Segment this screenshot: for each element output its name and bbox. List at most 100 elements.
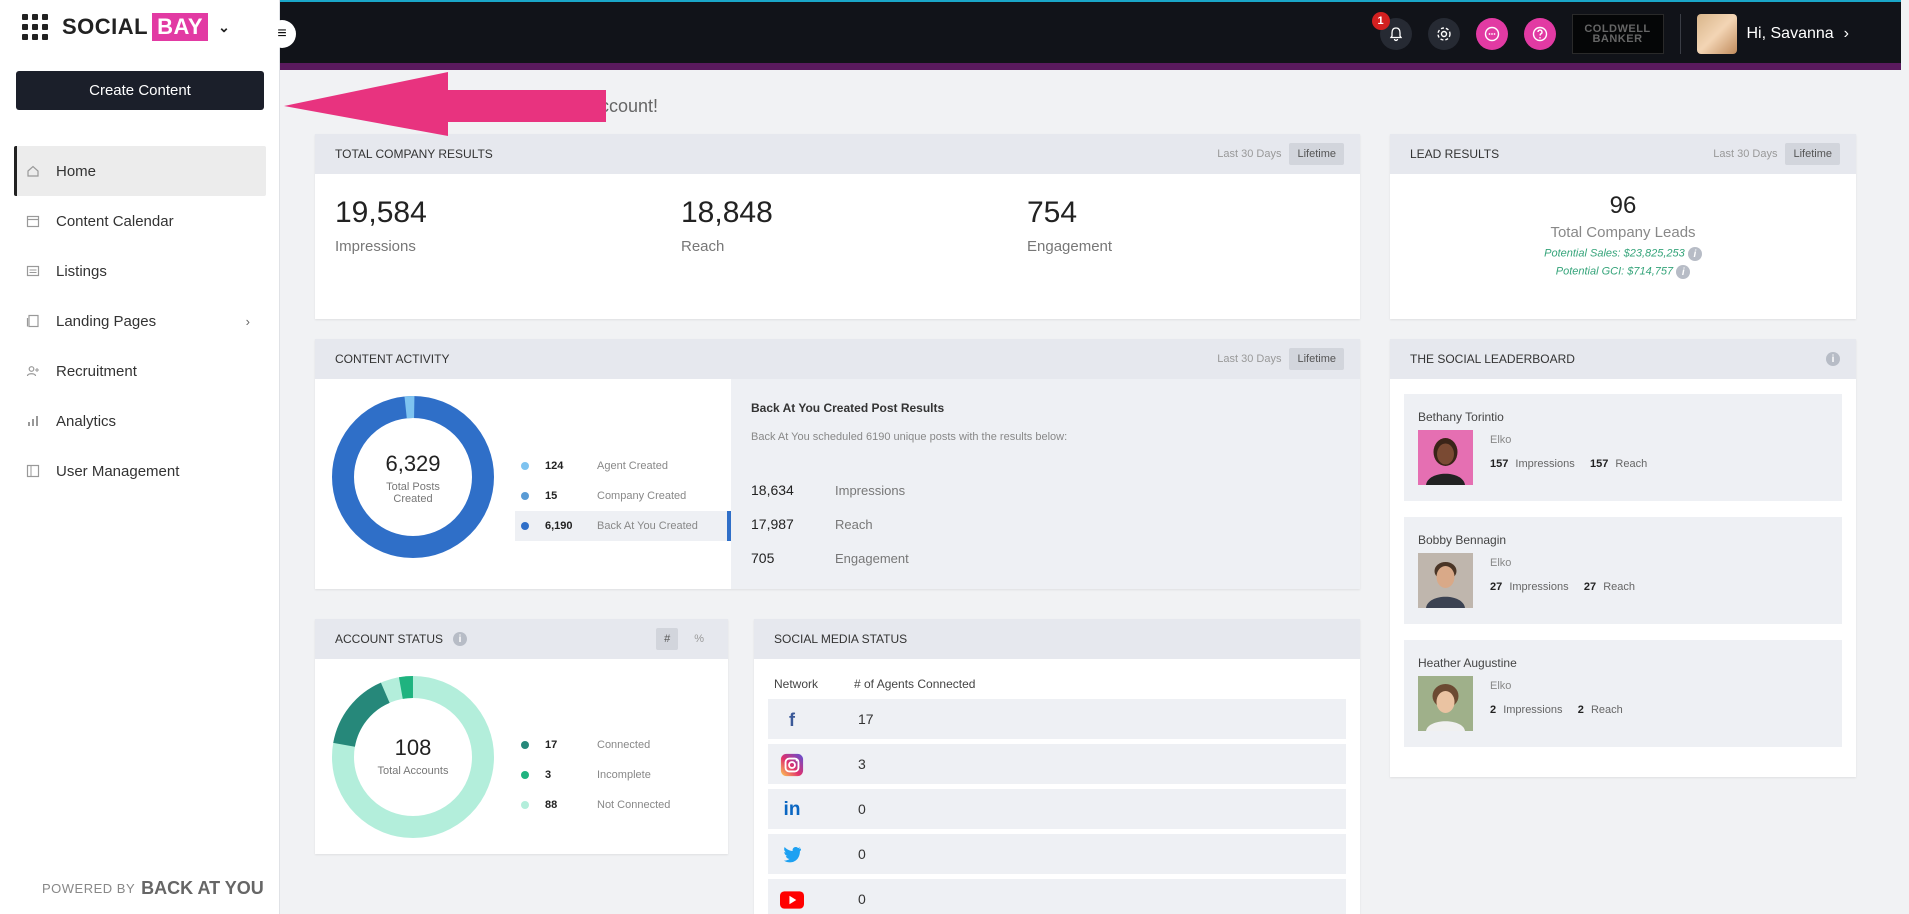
card-header: SOCIAL MEDIA STATUS [754, 619, 1360, 659]
app-grid-icon[interactable] [22, 14, 48, 40]
potential-gci-text: Potential GCI: $714,757 [1555, 265, 1674, 278]
sidebar-nav: Home Content Calendar Listings Landing P… [14, 146, 266, 496]
notifications-button[interactable]: 1 [1371, 12, 1412, 50]
agent-photo [1418, 430, 1473, 485]
question-icon [1532, 26, 1547, 42]
collapse-menu-icon: ≡ [277, 25, 287, 42]
users-icon [26, 464, 40, 478]
accounts-donut-chart [332, 676, 494, 838]
potential-gci: Potential GCI: $714,757 i [1390, 265, 1856, 279]
stat-value: 754 [1027, 196, 1078, 229]
annotation-arrow [284, 72, 606, 136]
donut-center: 108 Total Accounts [331, 735, 495, 777]
bay-results-panel: Back At You Created Post Results Back At… [731, 379, 1360, 589]
sidebar-item-label: Content Calendar [56, 212, 174, 230]
sidebar-item-home[interactable]: Home [14, 146, 266, 196]
agent-office: Elko [1490, 680, 1512, 692]
agent-stats: 27 Impressions 27 Reach [1490, 581, 1635, 593]
social-table: f 17 3 in 0 0 0 [768, 699, 1346, 914]
agents-connected-count: 0 [858, 846, 866, 862]
app-logo[interactable]: SOCIAL BAY ⌄ [62, 13, 230, 41]
range-30-days[interactable]: Last 30 Days [1217, 148, 1282, 160]
gear-icon [1436, 27, 1451, 41]
info-icon[interactable]: i [453, 632, 468, 646]
range-30-days[interactable]: Last 30 Days [1217, 353, 1282, 365]
bay-stat-row: 17,987 Reach [751, 507, 909, 541]
settings-button[interactable] [1427, 18, 1460, 50]
range-30-days[interactable]: Last 30 Days [1713, 148, 1778, 160]
range-lifetime[interactable]: Lifetime [1785, 143, 1840, 165]
donut-segment-agent [332, 396, 494, 558]
page-scrollbar[interactable] [1901, 0, 1909, 914]
legend-value: 6,190 [545, 520, 573, 532]
bay-stat-list: 18,634 Impressions 17,987 Reach 705 Enga… [751, 473, 909, 575]
agent-reach-value: 2 [1577, 704, 1584, 716]
card-title: SOCIAL MEDIA STATUS [774, 632, 908, 646]
range-lifetime[interactable]: Lifetime [1289, 143, 1344, 165]
agents-connected-count: 3 [858, 756, 866, 772]
company-results-card: TOTAL COMPANY RESULTS Last 30 Days Lifet… [315, 134, 1360, 319]
agents-connected-count: 17 [858, 711, 874, 727]
impressions-stat: 19,584 Impressions [335, 196, 427, 255]
bay-stat-value: 18,634 [751, 482, 794, 498]
agent-impressions-label: Impressions [1509, 581, 1569, 593]
toggle-percent[interactable]: % [694, 633, 704, 645]
agent-stats: 2 Impressions 2 Reach [1490, 704, 1623, 716]
range-toggles: Last 30 Days Lifetime [1713, 143, 1840, 165]
range-lifetime[interactable]: Lifetime [1289, 348, 1344, 370]
info-icon[interactable]: i [1687, 247, 1702, 261]
legend-dot [521, 522, 529, 530]
sidebar-item-user-management[interactable]: User Management [14, 446, 266, 496]
sidebar-collapse-button[interactable]: ≡ [268, 20, 296, 48]
logo-word-social: SOCIAL [62, 14, 149, 39]
table-row: 0 [768, 879, 1346, 914]
donut-label: Total Posts [386, 481, 440, 493]
stat-label: Impressions [335, 238, 416, 255]
donut-label: Created [393, 493, 433, 505]
toggle-count[interactable]: # [656, 628, 679, 650]
top-actions: 1 COLDWELL BANKER Hi, Savanna › [1371, 12, 1849, 54]
info-icon[interactable]: i [1676, 265, 1691, 279]
leaderboard-entry[interactable]: Heather Augustine Elko 2 Impressions 2 R… [1404, 640, 1842, 747]
legend-item: 124 Agent Created [515, 451, 731, 481]
leaderboard-entry[interactable]: Bobby Bennagin Elko 27 Impressions 27 Re… [1404, 517, 1842, 624]
stat-label: Engagement [1027, 238, 1113, 255]
bay-results-subtitle: Back At You scheduled 6190 unique posts … [751, 431, 1068, 443]
sidebar-item-landing-pages[interactable]: Landing Pages › [14, 296, 266, 346]
agent-office: Elko [1490, 557, 1512, 569]
legend-item-selected[interactable]: 6,190 Back At You Created [515, 511, 731, 541]
lead-results-card: LEAD RESULTS Last 30 Days Lifetime 96 To… [1390, 134, 1856, 319]
welcome-text: ccount! [600, 96, 659, 116]
chevron-right-icon: › [1843, 25, 1849, 42]
sidebar-item-label: Landing Pages [56, 312, 157, 330]
divider [1679, 14, 1681, 54]
content-activity-card: CONTENT ACTIVITY Last 30 Days Lifetime 6… [315, 339, 1360, 589]
sidebar-item-label: Analytics [56, 412, 117, 430]
list-icon [26, 265, 40, 277]
help-button[interactable] [1523, 18, 1556, 50]
card-header: CONTENT ACTIVITY Last 30 Days Lifetime [315, 339, 1360, 379]
agent-photo [1418, 676, 1473, 731]
table-row: in 0 [768, 789, 1346, 829]
leaderboard-entry[interactable]: Bethany Torintio Elko 157 Impressions 15… [1404, 394, 1842, 501]
legend-label: Company Created [597, 490, 687, 502]
notification-badge: 1 [1371, 12, 1390, 30]
user-menu[interactable]: Hi, Savanna › [1696, 14, 1849, 54]
youtube-icon [780, 888, 804, 912]
sidebar-item-listings[interactable]: Listings [14, 246, 266, 296]
info-icon[interactable]: i [1826, 352, 1840, 366]
card-header: LEAD RESULTS Last 30 Days Lifetime [1390, 134, 1856, 174]
create-content-button[interactable]: Create Content [16, 71, 264, 110]
sidebar-item-content-calendar[interactable]: Content Calendar [14, 196, 266, 246]
donut-segment-incomplete [332, 676, 494, 838]
avatar [1696, 14, 1737, 54]
sidebar-item-analytics[interactable]: Analytics [14, 396, 266, 446]
sidebar-item-recruitment[interactable]: Recruitment [14, 346, 266, 396]
card-title: CONTENT ACTIVITY [335, 352, 450, 366]
calendar-icon [26, 215, 40, 228]
accounts-legend: 17 Connected 3 Incomplete 88 Not Connect… [515, 730, 715, 820]
chat-button[interactable] [1475, 18, 1508, 50]
top-bar: 1 COLDWELL BANKER Hi, Savanna › [0, 0, 1909, 63]
donut-total: 108 [394, 735, 432, 760]
powered-by-label: POWERED BY [42, 881, 136, 896]
